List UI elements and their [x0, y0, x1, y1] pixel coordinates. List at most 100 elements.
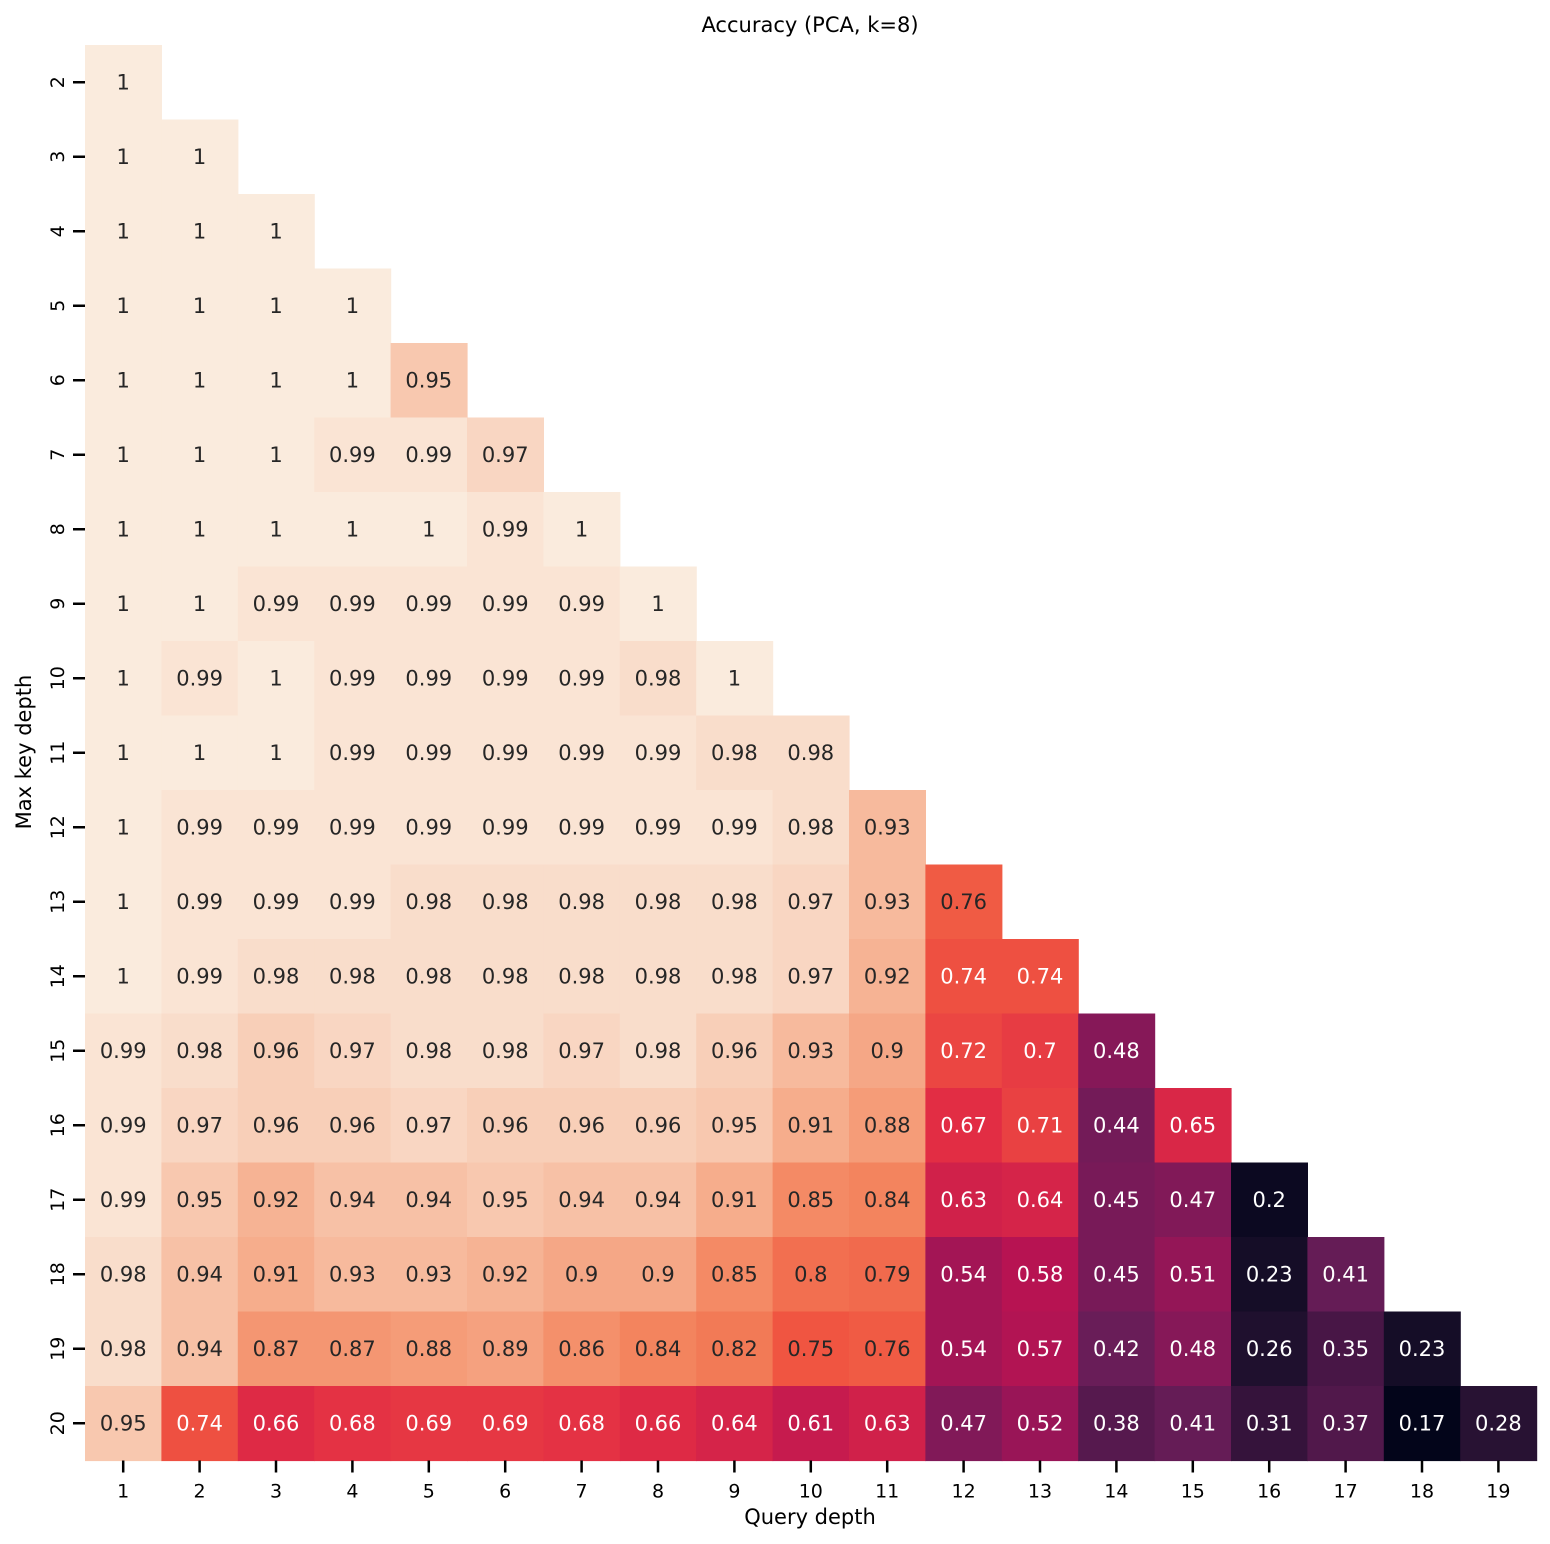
cell-value-label: 0.28: [1475, 1411, 1522, 1435]
heatmap-cell: [314, 790, 392, 866]
heatmap-cell: [772, 790, 850, 866]
cell-value-label: 0.99: [253, 815, 300, 839]
heatmap-cell: [85, 343, 162, 419]
cell-value-label: 0.98: [787, 741, 834, 765]
heatmap-cell: [1460, 1386, 1538, 1462]
cell-value-label: 1: [193, 219, 206, 243]
heatmap-cell: [772, 1162, 850, 1238]
x-axis-label: Query depth: [744, 1505, 876, 1529]
cell-value-label: 0.88: [864, 1113, 911, 1137]
cell-value-label: 0.98: [405, 890, 452, 914]
cell-value-label: 0.99: [405, 815, 452, 839]
cell-value-label: 0.99: [482, 666, 529, 690]
heatmap-cell: [85, 790, 162, 866]
cell-value-label: 1: [117, 443, 130, 467]
cell-value-label: 0.35: [1322, 1337, 1369, 1361]
cell-value-label: 1: [193, 517, 206, 541]
cell-value-label: 0.99: [405, 741, 452, 765]
cell-value-label: 0.94: [635, 1188, 682, 1212]
cell-value-label: 0.99: [482, 592, 529, 616]
cell-value-label: 1: [269, 219, 282, 243]
heatmap-cell: [619, 715, 697, 791]
heatmap-cell: [237, 268, 315, 344]
heatmap-cell: [390, 1237, 468, 1313]
y-tick-label: 14: [47, 964, 69, 988]
x-tick-label: 10: [799, 1481, 823, 1503]
cell-value-label: 0.99: [405, 443, 452, 467]
heatmap-cell: [772, 1088, 850, 1164]
y-tick-label: 9: [47, 598, 69, 610]
heatmap-cell: [314, 864, 392, 940]
x-tick-label: 4: [346, 1481, 358, 1503]
heatmap-cell: [237, 566, 315, 642]
cell-value-label: 0.48: [1093, 1039, 1140, 1063]
heatmap-cell: [619, 1237, 697, 1313]
cell-value-label: 0.58: [1017, 1262, 1064, 1286]
y-tick-label: 15: [47, 1039, 69, 1063]
cell-value-label: 0.69: [482, 1411, 529, 1435]
cell-value-label: 0.95: [405, 368, 452, 392]
cell-value-label: 0.96: [253, 1039, 300, 1063]
cell-value-label: 0.54: [940, 1337, 987, 1361]
cell-value-label: 0.97: [329, 1039, 376, 1063]
y-tick-label: 2: [47, 76, 69, 88]
cell-value-label: 0.8: [794, 1262, 827, 1286]
heatmap-cell: [85, 194, 162, 270]
cell-value-label: 0.99: [176, 815, 223, 839]
y-tick-label: 13: [47, 890, 69, 914]
cell-value-label: 0.17: [1399, 1411, 1446, 1435]
cell-value-label: 0.38: [1093, 1411, 1140, 1435]
heatmap-cell: [1154, 1311, 1232, 1387]
cell-value-label: 0.95: [176, 1188, 223, 1212]
cell-value-label: 0.71: [1017, 1113, 1064, 1137]
heatmap-cell: [314, 641, 392, 717]
heatmap-cell: [85, 492, 162, 568]
cell-value-label: 0.96: [482, 1113, 529, 1137]
cell-value-label: 0.99: [329, 443, 376, 467]
heatmap-cell: [1078, 1386, 1156, 1462]
y-tick-label: 18: [47, 1262, 69, 1286]
x-tick-label: 13: [1028, 1481, 1052, 1503]
cell-value-label: 0.98: [482, 1039, 529, 1063]
heatmap-cell: [1001, 1162, 1079, 1238]
cell-value-label: 0.82: [711, 1337, 758, 1361]
heatmap-cell: [925, 1386, 1003, 1462]
heatmap-cell: [161, 1013, 239, 1089]
cell-value-label: 0.99: [405, 666, 452, 690]
heatmap-cell: [925, 1237, 1003, 1313]
heatmap-cell: [696, 939, 774, 1015]
cell-value-label: 0.94: [329, 1188, 376, 1212]
heatmap-cell: [161, 566, 239, 642]
cell-value-label: 1: [117, 890, 130, 914]
heatmap-cell: [161, 1237, 239, 1313]
cell-value-label: 1: [117, 666, 130, 690]
heatmap-cell: [1154, 1237, 1232, 1313]
heatmap-cell: [161, 715, 239, 791]
heatmap-cell: [619, 566, 697, 642]
cell-value-label: 0.86: [558, 1337, 605, 1361]
heatmap-cell: [1078, 1013, 1156, 1089]
heatmap-cell: [390, 1386, 468, 1462]
cell-value-label: 0.98: [100, 1337, 147, 1361]
heatmap-cell: [390, 1088, 468, 1164]
heatmap-cell: [1231, 1237, 1308, 1313]
heatmap-cell: [85, 641, 162, 717]
heatmap-cell: [467, 1013, 544, 1089]
cell-value-label: 0.93: [329, 1262, 376, 1286]
cell-value-label: 1: [575, 517, 588, 541]
heatmap-cell: [85, 566, 162, 642]
cell-value-label: 1: [269, 443, 282, 467]
heatmap-cell: [619, 939, 697, 1015]
cell-value-label: 0.52: [1017, 1411, 1064, 1435]
cell-value-label: 1: [728, 666, 741, 690]
cell-value-label: 1: [117, 964, 130, 988]
cell-value-label: 1: [422, 517, 435, 541]
cell-value-label: 0.99: [329, 592, 376, 616]
cell-value-label: 0.89: [482, 1337, 529, 1361]
heatmap-cell: [237, 1237, 315, 1313]
cell-value-label: 0.9: [870, 1039, 903, 1063]
y-tick-label: 5: [47, 300, 69, 312]
cell-value-label: 0.99: [176, 890, 223, 914]
heatmap-cell: [696, 864, 774, 940]
x-tick-label: 1: [117, 1481, 129, 1503]
